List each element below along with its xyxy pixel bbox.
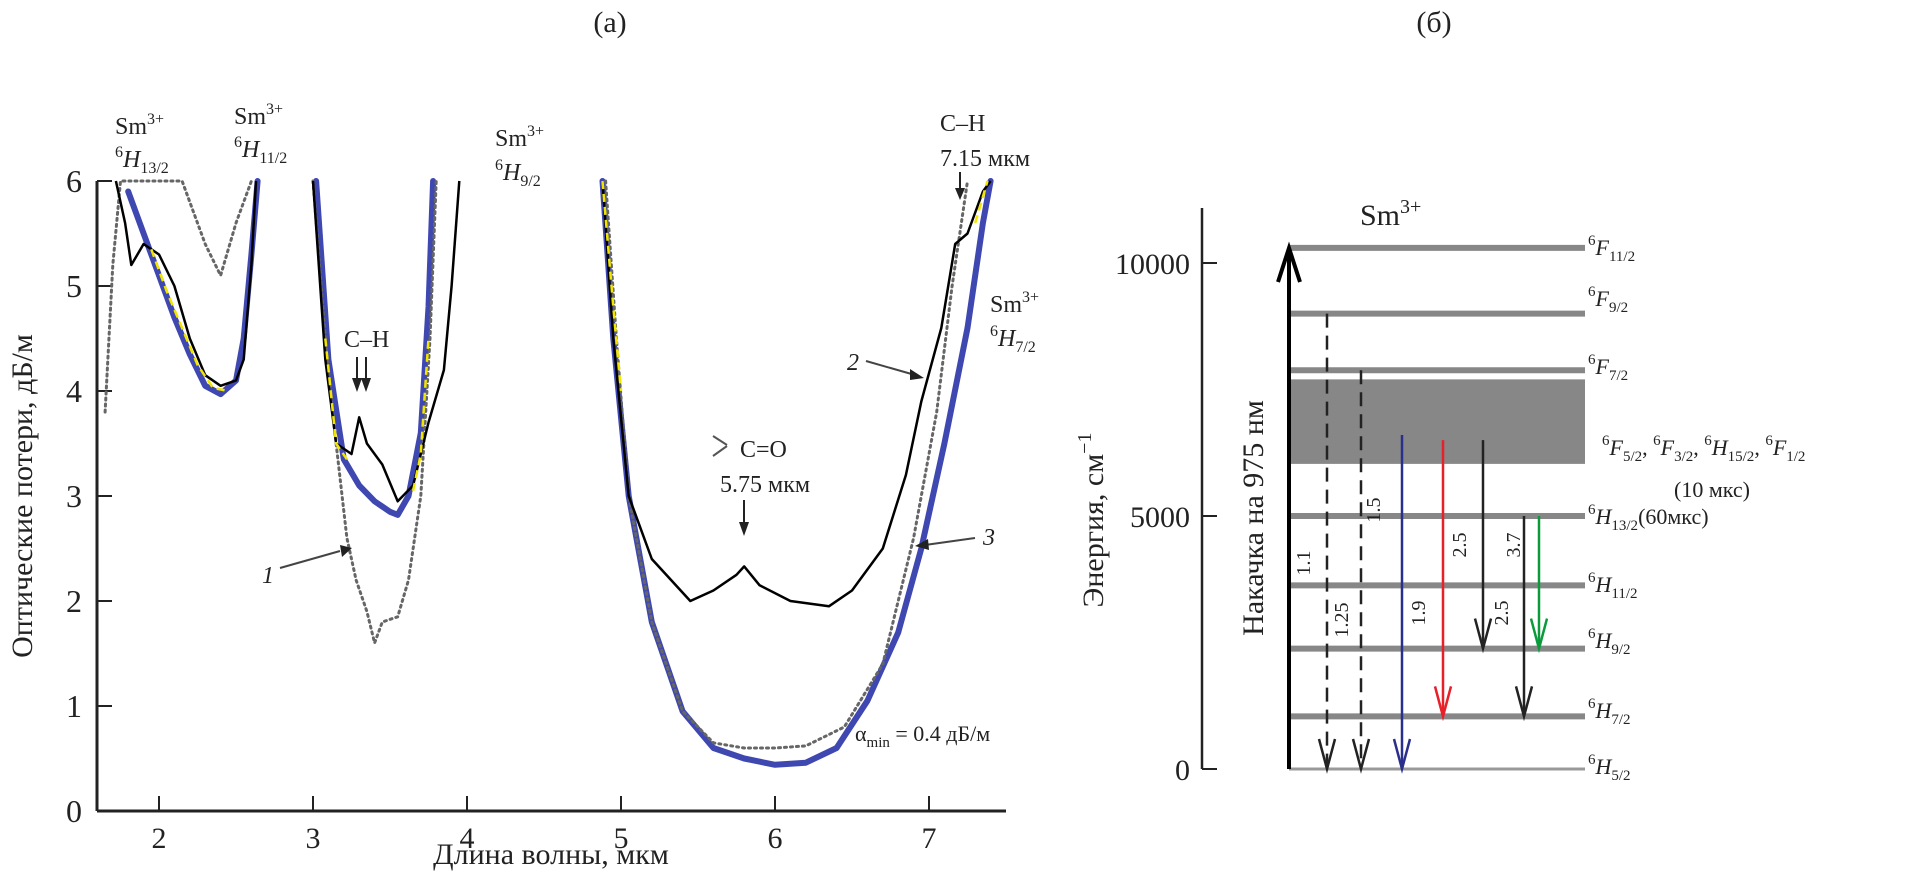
y-tick-label: 0 (66, 793, 82, 829)
level-band (1289, 379, 1585, 464)
arrowhead-icon (1433, 686, 1453, 722)
svg-text:6H11/2: 6H11/2 (1588, 570, 1638, 602)
svg-text:6F11/2: 6F11/2 (1588, 233, 1635, 265)
svg-text:6H11/2: 6H11/2 (234, 134, 287, 167)
ion-title: Sm3+ (1360, 196, 1421, 232)
arrowhead-icon (1529, 618, 1549, 654)
x-tick-label: 2 (152, 822, 167, 855)
energy-tick-label: 5000 (1130, 501, 1190, 534)
annotation-h13: Sm3+ 6H13/2 (115, 111, 169, 177)
y-tick-label: 2 (66, 583, 82, 619)
y-tick-label: 3 (66, 478, 82, 514)
svg-text:1: 1 (262, 563, 274, 589)
svg-text:6H7/2: 6H7/2 (990, 323, 1036, 356)
x-tick-label: 6 (768, 822, 783, 855)
svg-text:6H13/2(60мкс): 6H13/2(60мкс) (1588, 502, 1709, 534)
svg-text:6F7/2: 6F7/2 (1588, 352, 1628, 384)
pump-arrowhead-icon (1276, 241, 1302, 283)
svg-text:6H7/2: 6H7/2 (1588, 696, 1631, 728)
svg-text:6H13/2: 6H13/2 (115, 144, 169, 177)
x-axis-label: Длина волны, мкм (433, 838, 669, 871)
svg-text:Sm3+: Sm3+ (495, 123, 544, 152)
svg-text:(10 мкс): (10 мкс) (1674, 477, 1750, 502)
arrowhead-icon (1392, 738, 1412, 774)
panel-a: (a) 2 3 4 5 6 7 0 1 2 3 4 5 6 Длина волны, мкм Оптич… (6, 6, 1039, 871)
svg-text:5.75 мкм: 5.75 мкм (720, 472, 810, 498)
y-tick-label: 4 (66, 373, 82, 409)
annotation-h7: Sm3+ 6H7/2 (990, 289, 1039, 356)
y-tick-label: 6 (66, 163, 82, 199)
x-tick-label: 3 (306, 822, 321, 855)
annotation-co: C=O 5.75 мкм (712, 435, 810, 536)
annotation-sm-label: Sm3+ (115, 111, 164, 140)
arrowhead-icon (1317, 738, 1337, 774)
energy-tick-label: 10000 (1115, 248, 1190, 281)
svg-text:C=O: C=O (740, 437, 787, 463)
svg-text:6H9/2: 6H9/2 (495, 157, 541, 190)
svg-text:C–H: C–H (940, 111, 985, 137)
panel-b-label: (б) (1416, 6, 1451, 39)
transition-wavelength-label: 1.1 (1293, 551, 1315, 576)
transition-wavelength-label: 3.7 (1503, 533, 1525, 558)
transition-wavelength-label: 2.5 (1491, 601, 1513, 626)
series-3-line (125, 178, 994, 768)
curve-label-2: 2 (847, 350, 924, 380)
curve-label-1: 1 (262, 545, 352, 589)
energy-tick-label: 0 (1175, 754, 1190, 787)
transition-wavelength-label: 1.9 (1408, 601, 1430, 626)
svg-text:Sm3+: Sm3+ (990, 289, 1039, 318)
svg-text:7.15 мкм: 7.15 мкм (940, 146, 1030, 172)
annotation-h11: Sm3+ 6H11/2 (234, 101, 287, 167)
svg-text:2: 2 (847, 350, 859, 376)
svg-text:Sm3+: Sm3+ (234, 101, 283, 130)
svg-text:6F9/2: 6F9/2 (1588, 284, 1628, 316)
curve-label-3: 3 (915, 525, 995, 551)
annotation-ch-34: C–H (344, 327, 389, 392)
annotation-alpha-min: αmin = 0.4 дБ/м (855, 721, 990, 751)
annotation-ch-715: C–H 7.15 мкм (940, 111, 1030, 200)
svg-text:C–H: C–H (344, 327, 389, 353)
panel-a-label: (a) (593, 6, 626, 39)
x-tick-label: 4 (460, 822, 475, 855)
x-tick-label: 5 (614, 822, 629, 855)
transition-wavelength-label: 1.25 (1331, 603, 1353, 638)
level-labels: 6F11/2 6F9/2 6F7/2 6F5/2, 6F3/2, 6H15/2,… (1588, 233, 1805, 784)
arrowhead-icon (1351, 738, 1371, 774)
svg-text:6F5/2, 6F3/2, 6H15/2, 6F1/2: 6F5/2, 6F3/2, 6H15/2, 6F1/2 (1602, 433, 1805, 465)
svg-text:αmin = 0.4 дБ/м: αmin = 0.4 дБ/м (855, 721, 990, 751)
series-1-line (103, 179, 969, 750)
arrowhead-icon (1473, 618, 1493, 654)
series-fit-line (150, 180, 989, 492)
y-axis-label: Оптические потери, дБ/м (6, 334, 39, 658)
arrowhead-icon (1514, 686, 1534, 722)
svg-text:3: 3 (982, 525, 995, 551)
transition-wavelength-label: 1.5 (1363, 498, 1385, 523)
panel-b: (б) 0 5000 10000 Энергия, см−1 Накачка на … (1074, 6, 1805, 787)
annotation-h9: Sm3+ 6H9/2 (495, 123, 544, 190)
energy-axis-label: Энергия, см−1 (1074, 433, 1110, 608)
series-2-line (114, 180, 992, 608)
y-tick-label: 1 (66, 688, 82, 724)
transition-wavelength-label: 2.5 (1449, 533, 1471, 558)
y-tick-label: 5 (66, 268, 82, 304)
x-tick-label: 7 (922, 822, 937, 855)
svg-text:6H9/2: 6H9/2 (1588, 626, 1631, 658)
svg-text:6H5/2: 6H5/2 (1588, 752, 1631, 784)
pump-label: Накачка на 975 нм (1237, 400, 1270, 636)
